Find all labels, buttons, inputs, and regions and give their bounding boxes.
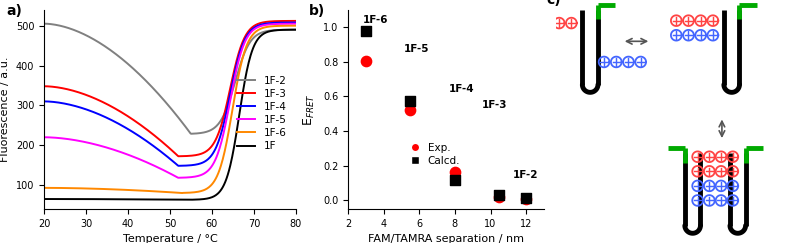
1F-4 [223, 104, 233, 107]
1F-3 [174, 155, 183, 158]
1F-3 [139, 126, 149, 129]
Point [520, 196, 533, 200]
1F-5 [122, 153, 131, 156]
Text: a): a) [6, 4, 22, 18]
1F-4 [222, 110, 231, 113]
Legend: 1F-2, 1F-3, 1F-4, 1F-5, 1F-6, 1F: 1F-2, 1F-3, 1F-4, 1F-5, 1F-6, 1F [233, 71, 290, 155]
Point [520, 197, 533, 201]
Point [404, 108, 417, 112]
1F [222, 177, 231, 180]
Y-axis label: E$_{FRET}$: E$_{FRET}$ [302, 93, 318, 126]
1F-2 [223, 104, 233, 107]
1F-6 [222, 141, 231, 144]
1F [198, 198, 208, 200]
1F-5 [291, 22, 301, 25]
1F-5 [139, 160, 149, 163]
1F-2 [291, 28, 301, 31]
1F-5 [222, 118, 231, 121]
1F-4 [122, 127, 131, 130]
1F-6 [139, 189, 149, 192]
1F [39, 198, 49, 200]
1F-3 [39, 85, 49, 88]
Line: 1F-2: 1F-2 [44, 24, 296, 134]
1F-2 [39, 22, 49, 25]
1F-3 [70, 90, 79, 93]
Point [449, 170, 462, 174]
Text: 1F-6: 1F-6 [363, 15, 389, 25]
Legend: Exp., Calcd.: Exp., Calcd. [407, 139, 464, 170]
Text: 1F-3: 1F-3 [482, 100, 507, 110]
Point [359, 29, 372, 33]
Point [449, 178, 462, 182]
X-axis label: Temperature / °C: Temperature / °C [122, 234, 218, 243]
X-axis label: FAM/TAMRA separation / nm: FAM/TAMRA separation / nm [368, 234, 524, 243]
1F-6 [122, 188, 131, 191]
1F [186, 198, 195, 201]
1F-3 [198, 152, 208, 155]
1F-2 [139, 77, 149, 80]
Point [493, 193, 506, 197]
1F-6 [291, 24, 301, 27]
Point [493, 195, 506, 199]
1F-5 [174, 176, 183, 179]
Y-axis label: Fluorescence / a.u.: Fluorescence / a.u. [0, 57, 10, 162]
Line: 1F-6: 1F-6 [44, 26, 296, 193]
1F-2 [70, 29, 79, 32]
Line: 1F-5: 1F-5 [44, 24, 296, 178]
1F [122, 198, 131, 201]
1F-6 [39, 186, 49, 189]
Text: 1F-2: 1F-2 [513, 170, 538, 180]
1F-4 [39, 100, 49, 103]
1F-6 [198, 189, 208, 192]
1F-5 [39, 136, 49, 139]
Text: 1F-5: 1F-5 [404, 44, 430, 54]
1F-3 [122, 114, 131, 117]
1F-4 [291, 21, 301, 24]
1F-6 [178, 191, 187, 194]
1F-6 [223, 135, 233, 138]
1F-2 [186, 132, 196, 135]
Point [359, 59, 372, 63]
1F-5 [198, 173, 208, 175]
Text: 1F-4: 1F-4 [449, 84, 474, 94]
1F-4 [174, 164, 183, 167]
1F-6 [70, 187, 79, 190]
Line: 1F: 1F [44, 30, 296, 200]
1F [223, 173, 233, 176]
Text: c): c) [546, 0, 561, 7]
1F-4 [198, 161, 208, 164]
1F-2 [198, 131, 208, 134]
1F-4 [139, 138, 149, 141]
1F-3 [223, 98, 233, 101]
1F-3 [291, 19, 301, 22]
1F [70, 198, 79, 200]
1F-5 [223, 112, 233, 114]
1F-5 [70, 139, 79, 141]
1F-2 [222, 107, 231, 110]
1F [139, 198, 149, 201]
1F-2 [122, 61, 131, 64]
1F-3 [222, 104, 231, 106]
Text: b): b) [309, 4, 325, 18]
Line: 1F-4: 1F-4 [44, 23, 296, 166]
Line: 1F-3: 1F-3 [44, 21, 296, 156]
1F [291, 28, 301, 31]
1F-4 [70, 104, 79, 107]
Point [404, 99, 417, 103]
